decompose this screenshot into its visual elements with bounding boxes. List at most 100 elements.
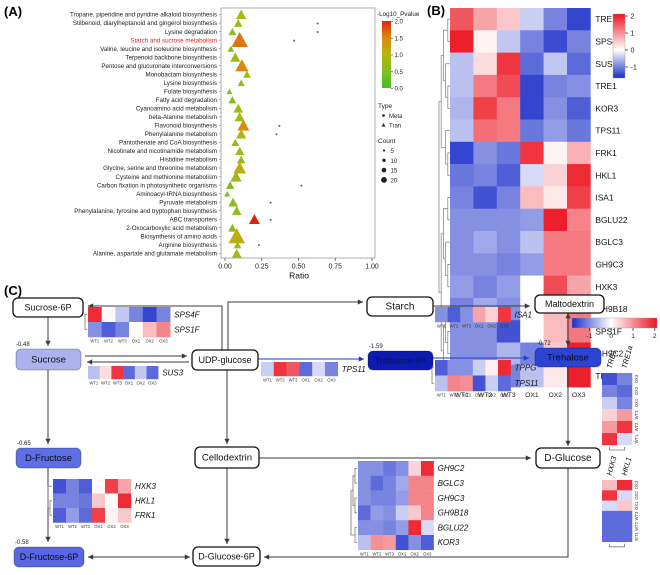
c-sample-label: WT1 (634, 532, 639, 542)
c-sample-label: WT2 (101, 381, 111, 386)
c-heatmap-cell (142, 322, 157, 338)
c-heatmap-cell (602, 385, 618, 398)
count-legend-icon (382, 158, 386, 162)
c-sample-label: WT3 (462, 324, 472, 329)
b-heatmap-cell (473, 231, 498, 254)
c-heatmap-cell (111, 366, 124, 380)
arrowhead-icon (565, 340, 571, 346)
c-heatmap-cell (617, 500, 633, 512)
c-sample-label: WT1 (634, 434, 639, 444)
tran-point (248, 214, 260, 225)
metabolite-label-trehalose: Trehalose (547, 353, 589, 364)
c-sample-label: OX2 (411, 551, 420, 556)
type-legend-title: Type (378, 103, 392, 110)
c-heatmap-cell (421, 535, 434, 551)
c-heatmap-cell (118, 479, 132, 494)
pathway-label: Terpenoid backbone biosynthesis (126, 54, 218, 61)
c-sample-label: WT1 (55, 524, 65, 529)
b-heatmap-cell (450, 119, 474, 143)
arrowhead-icon (523, 355, 529, 361)
c-heatmap-cell (617, 385, 633, 398)
arrowhead-icon (524, 303, 530, 309)
c-heatmap-cell (395, 461, 409, 477)
metabolite-label-starch: Starch (386, 302, 415, 313)
c-heatmap-cell (472, 307, 486, 323)
c-gene-label: SPS1F (174, 325, 200, 334)
b-heatmap-cell (450, 52, 474, 76)
b-heatmap-cell (567, 8, 591, 31)
c-sample-label: OX3 (148, 381, 157, 386)
c-sample-label: OX3 (423, 551, 432, 556)
count-item-label: 15 (391, 169, 398, 175)
b-heatmap-cell (473, 30, 498, 53)
c-heatmap-cell (617, 409, 633, 422)
pathway-label: Carbon fixation in photosynthetic organi… (97, 182, 217, 189)
dendrogram (84, 314, 87, 330)
dendrogram (447, 152, 450, 176)
meta-point (275, 133, 278, 136)
c-sample-label: WT3 (118, 339, 128, 344)
b-heatmap-cell (567, 119, 591, 143)
b-heatmap-cell (496, 342, 521, 366)
metabolite-box-sucrose (15, 348, 82, 371)
b-gene-label: TPS11 (595, 126, 620, 136)
b-gene-label: SPS4F (595, 36, 622, 46)
tran-point (230, 171, 242, 182)
c-heatmap-cell (383, 505, 397, 521)
c-sample-label: WT3 (289, 378, 299, 383)
pathway-arrow (227, 301, 363, 350)
c-sample-label: OX2 (145, 339, 154, 344)
meta-point (316, 22, 319, 25)
c-sample-label: WT1 (90, 339, 100, 344)
dendrogram (445, 241, 450, 276)
c-gene-label: FRK1 (135, 511, 155, 520)
dendrogram (445, 130, 450, 165)
b-heatmap-cell (496, 8, 521, 31)
c-heatmap-cell (421, 475, 434, 491)
c-sample-label: OX2 (136, 381, 145, 386)
c-heatmap-cell (88, 322, 102, 338)
c-heatmap-cell (617, 397, 633, 410)
c-heatmap-cell (92, 508, 106, 523)
b-heatmap-cell (520, 119, 544, 143)
b-heatmap-cell (496, 208, 521, 232)
c-sample-label: WT2 (68, 524, 78, 529)
b-gene-label: SUS3 (595, 59, 617, 69)
tran-point (234, 111, 245, 122)
c-heatmap-cell (383, 520, 397, 536)
tran-point (228, 228, 245, 244)
c-heatmap-cell (617, 480, 633, 491)
panel-c-label: (C) (4, 283, 23, 298)
pathway-label: beta-Alanine metabolism (149, 114, 217, 121)
dendrogram (445, 63, 450, 98)
c-heatmap-cell (395, 490, 409, 506)
c-sample-label: WT3 (113, 381, 123, 386)
c-heatmap-cell (99, 366, 112, 380)
b-heatmap-cell (473, 8, 498, 31)
c-heatmap-cell (408, 505, 422, 521)
b-heatmap-cell (520, 141, 544, 165)
b-heatmap-cell (567, 52, 591, 76)
meta-point (293, 39, 296, 42)
pathway-label: Pantothenate and CoA biosynthesis (119, 140, 217, 147)
pathway-label: Alanine, aspartate and glutamate metabol… (93, 251, 217, 258)
metabolite-label-cellodextrin: Cellodextrin (202, 453, 252, 464)
c-heatmap-cell (602, 373, 618, 386)
c-sample-label: OX1 (125, 381, 134, 386)
c-heatmap-cell (617, 433, 633, 446)
b-colorbar-tick-label: -1 (631, 62, 637, 71)
arrowhead-icon (224, 538, 230, 544)
b-heatmap-cell (520, 364, 544, 388)
pvalue-colorbar-tick-label: 1.0 (395, 53, 404, 59)
arrowhead-icon (358, 356, 364, 362)
b-gene-label: ISA1 (595, 193, 613, 203)
count-legend-icon (382, 149, 386, 152)
metabolite-box-dglucose (535, 447, 601, 469)
c-gene-label: HXK3 (605, 454, 619, 476)
tran-point (235, 146, 245, 156)
c-sample-label: OX1 (94, 524, 103, 529)
tran-point (228, 197, 238, 207)
c-heatmap-cell (408, 490, 422, 506)
b-heatmap-cell (450, 186, 474, 209)
log2fc-value-trehalose: -0.72 (537, 341, 551, 347)
